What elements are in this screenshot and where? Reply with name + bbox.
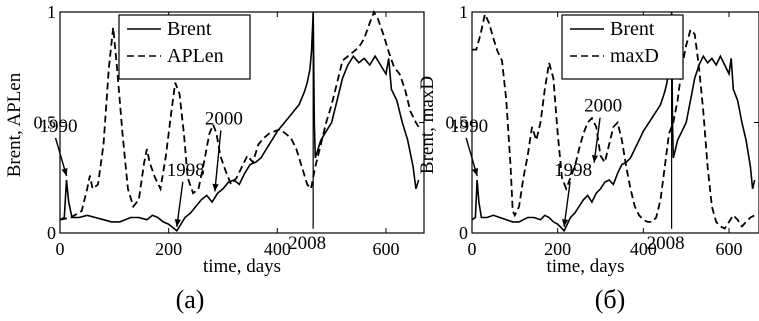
annotation-label: 1998 bbox=[554, 160, 592, 181]
annotation-label: 1990 bbox=[40, 116, 78, 137]
y-tick-label: 1 bbox=[459, 2, 468, 22]
annotation-arrow bbox=[214, 130, 222, 192]
y-tick-label: 0.5 bbox=[446, 113, 469, 133]
legend-box bbox=[561, 14, 684, 80]
series-line-aplen bbox=[60, 10, 420, 221]
x-tick-label: 600 bbox=[372, 239, 399, 259]
x-tick-label: 400 bbox=[264, 239, 291, 259]
panel-caption: (a) bbox=[176, 285, 205, 314]
annotation-arrowhead bbox=[212, 183, 219, 192]
y-axis-label: Brent, APLen bbox=[4, 72, 25, 177]
panel-caption: (б) bbox=[595, 285, 626, 314]
y-tick-label: 0 bbox=[459, 223, 468, 243]
x-tick-label: 200 bbox=[544, 239, 571, 259]
x-axis-label: time, days bbox=[203, 256, 281, 277]
y-tick-label: 0 bbox=[47, 223, 56, 243]
annotation-arrow bbox=[593, 117, 601, 163]
annotation-label: 2008 bbox=[288, 233, 326, 254]
legend-label-maxd: maxD bbox=[610, 45, 659, 67]
chart-a: 0 200 400 600 0 0.5 1 time, days Brent, APLen (a)… bbox=[4, 2, 425, 314]
annotation-arrowhead bbox=[472, 168, 479, 176]
y-tick-label: 0.5 bbox=[34, 113, 57, 133]
annotation-arrow bbox=[563, 181, 571, 227]
annotation-label: 2000 bbox=[205, 108, 243, 129]
annotation-arrow bbox=[176, 181, 184, 227]
annotation-label: 1990 bbox=[450, 116, 488, 137]
x-tick-label: 200 bbox=[155, 239, 182, 259]
series-line-brent bbox=[472, 11, 756, 233]
x-axis-label: time, days bbox=[546, 256, 624, 277]
x-tick-label: 0 bbox=[56, 239, 65, 259]
annotation-label: 2008 bbox=[647, 233, 685, 254]
annotation-arrowhead bbox=[591, 154, 599, 163]
chart-b: 0 200 400 600 0 0.5 1 time, days Brent, maxD (б) 1… bbox=[417, 2, 759, 314]
x-tick-label: 0 bbox=[468, 239, 477, 259]
series-line-maxd bbox=[472, 11, 756, 230]
annotation-arrowhead bbox=[561, 219, 569, 227]
legend-label-brent: Brent bbox=[167, 18, 212, 40]
annotation-label: 1998 bbox=[167, 160, 205, 181]
y-tick-label: 1 bbox=[47, 2, 56, 22]
legend-label-brent: Brent bbox=[610, 18, 655, 40]
x-tick-label: 400 bbox=[630, 239, 657, 259]
y-axis-label: Brent, maxD bbox=[417, 76, 438, 174]
annotation-arrowhead bbox=[174, 219, 181, 227]
series-line-brent bbox=[60, 11, 420, 232]
x-tick-label: 600 bbox=[716, 239, 743, 259]
annotation-label: 2000 bbox=[584, 96, 622, 117]
legend-box bbox=[118, 14, 251, 80]
annotation-arrowhead bbox=[61, 168, 68, 176]
legend-label-aplen: APLen bbox=[167, 45, 224, 67]
